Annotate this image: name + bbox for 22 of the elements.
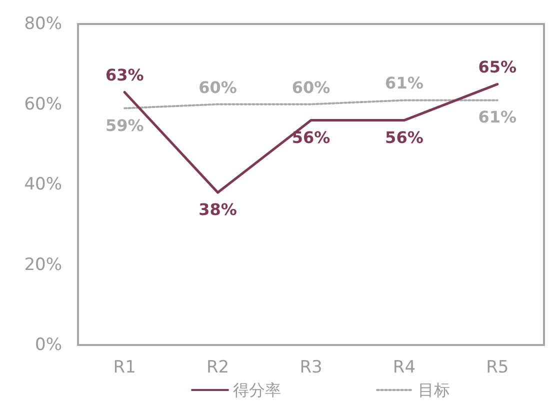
y-tick-label: 40% bbox=[24, 174, 62, 194]
x-tick-label: R1 bbox=[113, 358, 136, 378]
y-tick-label: 0% bbox=[35, 335, 62, 355]
x-tick-label: R5 bbox=[486, 358, 509, 378]
y-tick-label: 80% bbox=[24, 14, 62, 34]
y-tick-label: 60% bbox=[24, 94, 62, 114]
data-label: 63% bbox=[105, 66, 144, 85]
y-tick-label: 20% bbox=[24, 254, 62, 275]
data-label: 60% bbox=[198, 78, 237, 97]
x-tick-label: R3 bbox=[300, 358, 322, 378]
data-label: 59% bbox=[105, 116, 144, 135]
data-label: 38% bbox=[198, 200, 237, 220]
data-label: 61% bbox=[385, 74, 424, 93]
data-label: 56% bbox=[385, 128, 424, 147]
legend-label: 得分率 bbox=[233, 380, 281, 400]
x-tick-label: R4 bbox=[392, 358, 416, 378]
data-label: 56% bbox=[292, 128, 330, 147]
x-tick-label: R2 bbox=[206, 358, 230, 378]
data-label: 65% bbox=[478, 58, 517, 77]
legend-label: 目标 bbox=[418, 380, 450, 400]
data-label: 61% bbox=[478, 108, 517, 127]
data-label: 60% bbox=[292, 78, 330, 97]
